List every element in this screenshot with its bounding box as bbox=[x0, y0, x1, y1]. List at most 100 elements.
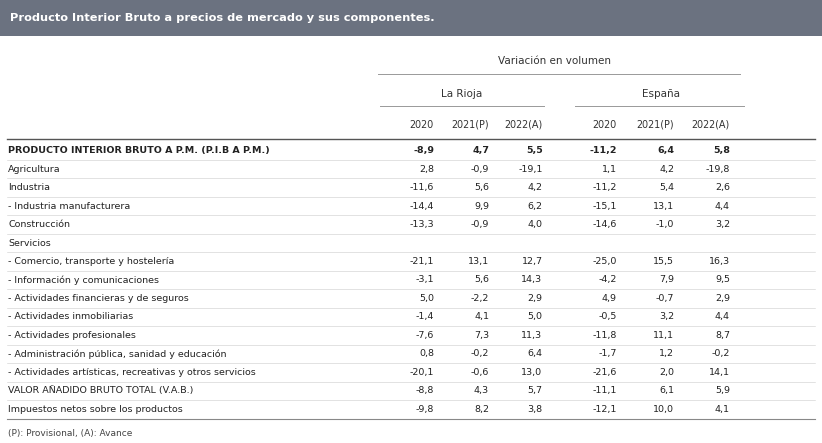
Text: 2022(A): 2022(A) bbox=[691, 120, 730, 130]
Text: 3,2: 3,2 bbox=[715, 220, 730, 229]
Text: VALOR AÑADIDO BRUTO TOTAL (V.A.B.): VALOR AÑADIDO BRUTO TOTAL (V.A.B.) bbox=[8, 386, 194, 396]
Text: 4,1: 4,1 bbox=[715, 405, 730, 414]
Text: - Administración pública, sanidad y educación: - Administración pública, sanidad y educ… bbox=[8, 349, 227, 359]
Text: Construcción: Construcción bbox=[8, 220, 70, 229]
Text: 12,7: 12,7 bbox=[521, 257, 543, 266]
Text: -19,1: -19,1 bbox=[518, 164, 543, 174]
Text: 7,3: 7,3 bbox=[474, 331, 489, 340]
Text: 13,1: 13,1 bbox=[653, 202, 674, 210]
Text: 2,9: 2,9 bbox=[715, 294, 730, 303]
Text: -1,7: -1,7 bbox=[598, 350, 616, 358]
Text: -19,8: -19,8 bbox=[705, 164, 730, 174]
Text: - Información y comunicaciones: - Información y comunicaciones bbox=[8, 275, 159, 285]
Text: (P): Provisional, (A): Avance: (P): Provisional, (A): Avance bbox=[8, 429, 132, 438]
Text: 0,8: 0,8 bbox=[419, 350, 434, 358]
Text: 3,8: 3,8 bbox=[528, 405, 543, 414]
FancyBboxPatch shape bbox=[0, 0, 822, 36]
Text: 5,9: 5,9 bbox=[715, 386, 730, 396]
Text: 4,2: 4,2 bbox=[528, 183, 543, 192]
Text: 4,9: 4,9 bbox=[602, 294, 616, 303]
Text: Producto Interior Bruto a precios de mercado y sus componentes.: Producto Interior Bruto a precios de mer… bbox=[10, 13, 435, 23]
Text: -7,6: -7,6 bbox=[416, 331, 434, 340]
Text: 4,7: 4,7 bbox=[472, 146, 489, 155]
Text: 2,9: 2,9 bbox=[528, 294, 543, 303]
Text: -11,2: -11,2 bbox=[589, 146, 616, 155]
Text: 2,6: 2,6 bbox=[715, 183, 730, 192]
Text: -0,2: -0,2 bbox=[712, 350, 730, 358]
Text: 5,6: 5,6 bbox=[474, 183, 489, 192]
Text: -0,9: -0,9 bbox=[471, 164, 489, 174]
Text: 2,8: 2,8 bbox=[419, 164, 434, 174]
Text: 9,5: 9,5 bbox=[715, 276, 730, 284]
Text: 11,1: 11,1 bbox=[653, 331, 674, 340]
Text: 4,3: 4,3 bbox=[474, 386, 489, 396]
Text: -9,8: -9,8 bbox=[416, 405, 434, 414]
Text: 1,1: 1,1 bbox=[602, 164, 616, 174]
Text: 5,0: 5,0 bbox=[419, 294, 434, 303]
Text: -1,0: -1,0 bbox=[656, 220, 674, 229]
Text: 4,4: 4,4 bbox=[715, 312, 730, 322]
Text: 2,0: 2,0 bbox=[659, 368, 674, 377]
Text: 14,1: 14,1 bbox=[709, 368, 730, 377]
Text: -0,6: -0,6 bbox=[471, 368, 489, 377]
Text: 2021(P): 2021(P) bbox=[636, 120, 674, 130]
Text: -21,1: -21,1 bbox=[409, 257, 434, 266]
Text: -0,9: -0,9 bbox=[471, 220, 489, 229]
Text: -0,5: -0,5 bbox=[598, 312, 616, 322]
Text: 4,2: 4,2 bbox=[659, 164, 674, 174]
Text: -8,8: -8,8 bbox=[416, 386, 434, 396]
Text: -11,1: -11,1 bbox=[592, 386, 616, 396]
Text: 5,8: 5,8 bbox=[713, 146, 730, 155]
Text: -0,2: -0,2 bbox=[471, 350, 489, 358]
Text: 6,4: 6,4 bbox=[528, 350, 543, 358]
Text: -13,3: -13,3 bbox=[409, 220, 434, 229]
Text: -20,1: -20,1 bbox=[409, 368, 434, 377]
Text: La Rioja: La Rioja bbox=[441, 89, 483, 99]
Text: -15,1: -15,1 bbox=[592, 202, 616, 210]
Text: 5,0: 5,0 bbox=[528, 312, 543, 322]
Text: Impuestos netos sobre los productos: Impuestos netos sobre los productos bbox=[8, 405, 183, 414]
Text: Variación en volumen: Variación en volumen bbox=[498, 56, 612, 66]
Text: 5,7: 5,7 bbox=[528, 386, 543, 396]
Text: - Comercio, transporte y hostelería: - Comercio, transporte y hostelería bbox=[8, 257, 174, 266]
Text: - Actividades inmobiliarias: - Actividades inmobiliarias bbox=[8, 312, 133, 322]
Text: 11,3: 11,3 bbox=[521, 331, 543, 340]
Text: -8,9: -8,9 bbox=[413, 146, 434, 155]
Text: España: España bbox=[642, 89, 680, 99]
Text: Agricultura: Agricultura bbox=[8, 164, 61, 174]
Text: 1,2: 1,2 bbox=[659, 350, 674, 358]
Text: 13,0: 13,0 bbox=[521, 368, 543, 377]
Text: Industria: Industria bbox=[8, 183, 50, 192]
Text: -3,1: -3,1 bbox=[415, 276, 434, 284]
Text: -12,1: -12,1 bbox=[592, 405, 616, 414]
Text: 4,4: 4,4 bbox=[715, 202, 730, 210]
Text: -14,6: -14,6 bbox=[592, 220, 616, 229]
Text: 2020: 2020 bbox=[592, 120, 616, 130]
Text: -4,2: -4,2 bbox=[598, 276, 616, 284]
Text: 5,5: 5,5 bbox=[526, 146, 543, 155]
Text: -11,8: -11,8 bbox=[592, 331, 616, 340]
Text: 2020: 2020 bbox=[409, 120, 434, 130]
Text: -14,4: -14,4 bbox=[409, 202, 434, 210]
Text: - Actividades artísticas, recreativas y otros servicios: - Actividades artísticas, recreativas y … bbox=[8, 368, 256, 377]
Text: PRODUCTO INTERIOR BRUTO A P.M. (P.I.B A P.M.): PRODUCTO INTERIOR BRUTO A P.M. (P.I.B A … bbox=[8, 146, 270, 155]
Text: 8,7: 8,7 bbox=[715, 331, 730, 340]
Text: 6,4: 6,4 bbox=[657, 146, 674, 155]
Text: 4,1: 4,1 bbox=[474, 312, 489, 322]
Text: - Actividades profesionales: - Actividades profesionales bbox=[8, 331, 136, 340]
Text: -21,6: -21,6 bbox=[592, 368, 616, 377]
Text: 13,1: 13,1 bbox=[468, 257, 489, 266]
Text: 4,0: 4,0 bbox=[528, 220, 543, 229]
Text: 6,1: 6,1 bbox=[659, 386, 674, 396]
Text: -0,7: -0,7 bbox=[656, 294, 674, 303]
Text: 7,9: 7,9 bbox=[659, 276, 674, 284]
Text: 10,0: 10,0 bbox=[653, 405, 674, 414]
Text: - Actividades financieras y de seguros: - Actividades financieras y de seguros bbox=[8, 294, 189, 303]
Text: 2021(P): 2021(P) bbox=[451, 120, 489, 130]
Text: 3,2: 3,2 bbox=[659, 312, 674, 322]
Text: -25,0: -25,0 bbox=[592, 257, 616, 266]
Text: 6,2: 6,2 bbox=[528, 202, 543, 210]
Text: -2,2: -2,2 bbox=[471, 294, 489, 303]
Text: -11,6: -11,6 bbox=[409, 183, 434, 192]
Text: - Industria manufacturera: - Industria manufacturera bbox=[8, 202, 131, 210]
